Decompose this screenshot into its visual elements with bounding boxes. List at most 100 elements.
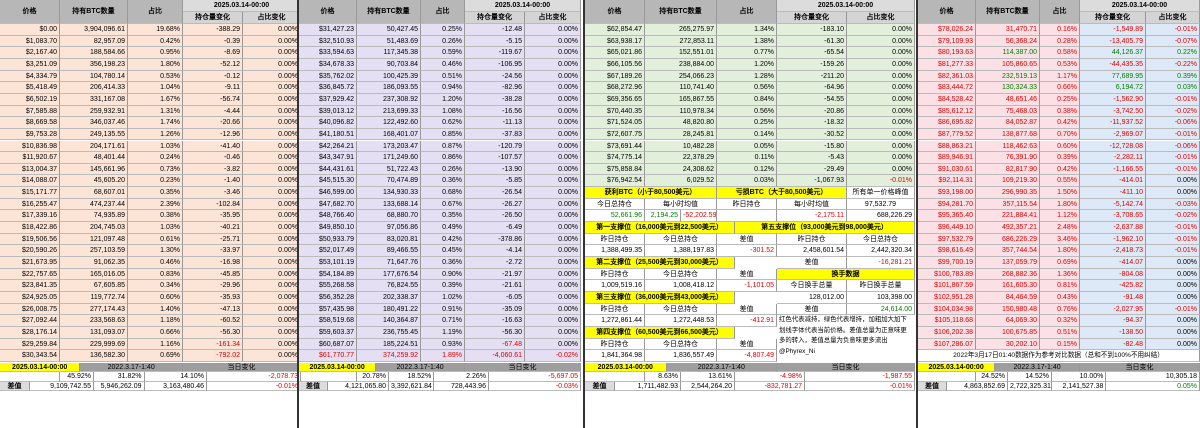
- price-cell: $85,612.12: [918, 105, 976, 118]
- price-cell: $87,779.52: [918, 128, 976, 141]
- ratio-cell: 1.50%: [1040, 187, 1080, 199]
- price-band-section-3: 价格 持有BTC数量 占比 2025.03.14-00:00 持仓量变化 占比变化 $62,…: [585, 0, 915, 428]
- ratio-cell: 1.80%: [1040, 198, 1080, 211]
- holding-change-cell: -15.80: [777, 140, 847, 153]
- ratio-cell: 0.51%: [1040, 326, 1080, 339]
- btc-held-cell: 90,703.84: [357, 58, 421, 71]
- holding-change-cell: -16.56: [465, 105, 525, 118]
- holding-change-cell: -1,549.89: [1080, 24, 1146, 36]
- btc-held-cell: 30,202.10: [976, 338, 1040, 351]
- price-cell: $59,603.37: [299, 326, 357, 339]
- holding-change-cell: 6,194.72: [1080, 82, 1146, 94]
- holding-change-cell: -91.48: [1080, 291, 1146, 304]
- btc-held-cell: 117,345.38: [357, 47, 421, 59]
- ratio-cell: 0.42%: [421, 233, 465, 246]
- header-ratio: 占比: [128, 0, 183, 24]
- hourly-avg-label: 每小时均值: [777, 198, 847, 211]
- ratio-change-cell: 0.00%: [847, 70, 915, 83]
- ratio-cell: 19.68%: [128, 24, 183, 36]
- peak-label: 所有单一价格峰值: [847, 187, 915, 199]
- holding-change-cell: -11.13: [465, 117, 525, 129]
- ratio-change-cell: 0.00%: [847, 47, 915, 59]
- holding-change-cell: -12,728.08: [1080, 140, 1146, 153]
- price-cell: $55,268.58: [299, 280, 357, 292]
- ratio-cell: 1.34%: [717, 24, 777, 36]
- btc-held-cell: 177,676.54: [357, 268, 421, 281]
- price-band-section-4: 价格 持有BTC数量 占比 2025.03.14-00:00 持仓量变化 占比变化 $78,…: [918, 0, 1200, 428]
- support-5-today: 2,442,320.34: [847, 245, 915, 257]
- footer-pct-a: 8.63%: [645, 372, 681, 382]
- btc-held-cell: 50,427.45: [357, 24, 421, 36]
- price-cell: $53,101.19: [299, 257, 357, 269]
- btc-held-cell: 213,699.33: [357, 105, 421, 118]
- blank: [918, 372, 976, 382]
- blank: [717, 210, 777, 223]
- price-cell: $24,925.05: [0, 291, 60, 304]
- holding-change-cell: -3,708.65: [1080, 210, 1146, 223]
- holding-change-cell: -67.48: [465, 338, 525, 351]
- ratio-change-cell: 0.00%: [525, 198, 581, 211]
- footer-today-change: 当日变化: [183, 362, 301, 373]
- holding-change-cell: -138.50: [1080, 326, 1146, 339]
- ratio-change-cell: 0.00%: [525, 291, 581, 304]
- ratio-cell: 0.58%: [1040, 47, 1080, 59]
- support-2-today: 1,008,418.12: [645, 280, 717, 292]
- footer-today-change: 当日变化: [465, 362, 581, 373]
- btc-held-cell: 48,401.44: [60, 152, 128, 164]
- btc-held-cell: 110,978.34: [645, 105, 717, 118]
- ratio-cell: 0.46%: [128, 257, 183, 269]
- holding-change-cell: -183.10: [777, 24, 847, 36]
- price-cell: $95,365.40: [918, 210, 976, 223]
- holding-change-cell: -38.28: [465, 93, 525, 106]
- price-cell: $56,352.28: [299, 291, 357, 304]
- footer-date-a: 2025.03.14-00:00: [585, 362, 667, 373]
- holding-change-cell: -47.13: [183, 303, 243, 316]
- today-label: 今日总持仓: [645, 303, 717, 316]
- holding-change-cell: -6.49: [465, 222, 525, 234]
- footer-pct-b: 14.52%: [1008, 372, 1052, 382]
- ratio-change-cell: 0.00%: [525, 105, 581, 118]
- btc-held-cell: 133,688.14: [357, 198, 421, 211]
- today-turnover: 128,012.00: [777, 291, 847, 304]
- ratio-change-cell: 0.00%: [525, 58, 581, 71]
- price-cell: $26,008.75: [0, 303, 60, 316]
- ratio-cell: 0.87%: [421, 140, 465, 153]
- price-cell: $37,929.42: [299, 93, 357, 106]
- holding-change-cell: -5.15: [465, 35, 525, 48]
- header-btc-held: 持有BTC数量: [976, 0, 1040, 24]
- ratio-cell: 0.53%: [1040, 58, 1080, 71]
- btc-held-cell: 145,661.96: [60, 163, 128, 176]
- price-cell: $1,083.70: [0, 35, 60, 48]
- header-holding-change: 持仓量变化: [183, 12, 243, 24]
- btc-held-cell: 232,519.13: [976, 70, 1040, 83]
- ratio-change-cell: 0.00%: [847, 163, 915, 176]
- ratio-cell: 0.56%: [717, 82, 777, 94]
- ratio-cell: 0.90%: [421, 268, 465, 281]
- header-ratio-change: 占比变化: [847, 12, 915, 24]
- ratio-cell: 1.03%: [128, 222, 183, 234]
- ratio-cell: 0.84%: [717, 93, 777, 106]
- holding-change-cell: -120.79: [465, 140, 525, 153]
- price-cell: $88,863.21: [918, 140, 976, 153]
- ratio-cell: 0.25%: [717, 117, 777, 129]
- ratio-cell: 0.35%: [421, 210, 465, 223]
- btc-held-cell: 84,052.87: [976, 117, 1040, 129]
- ratio-cell: 1.26%: [128, 128, 183, 141]
- btc-held-cell: 257,103.59: [60, 245, 128, 257]
- holding-change-cell: -65.54: [777, 47, 847, 59]
- price-cell: $15,171.77: [0, 187, 60, 199]
- price-cell: $93,198.00: [918, 187, 976, 199]
- btc-held-cell: 137,059.79: [976, 257, 1040, 269]
- profit-diff: -52,202.59: [681, 210, 717, 223]
- support-1-yesterday: 1,388,499.35: [585, 245, 645, 257]
- yesterday-label: 昨日持仓: [585, 338, 645, 351]
- header-date: 2025.03.14-00:00: [465, 0, 581, 12]
- holding-change-cell: -45.85: [183, 268, 243, 281]
- price-cell: $62,854.47: [585, 24, 645, 36]
- price-cell: $63,938.17: [585, 35, 645, 48]
- turnover-diff: 24,614.00: [847, 303, 915, 316]
- footer-pct-diff: -4.98%: [735, 372, 805, 382]
- price-cell: $105,118.68: [918, 315, 976, 327]
